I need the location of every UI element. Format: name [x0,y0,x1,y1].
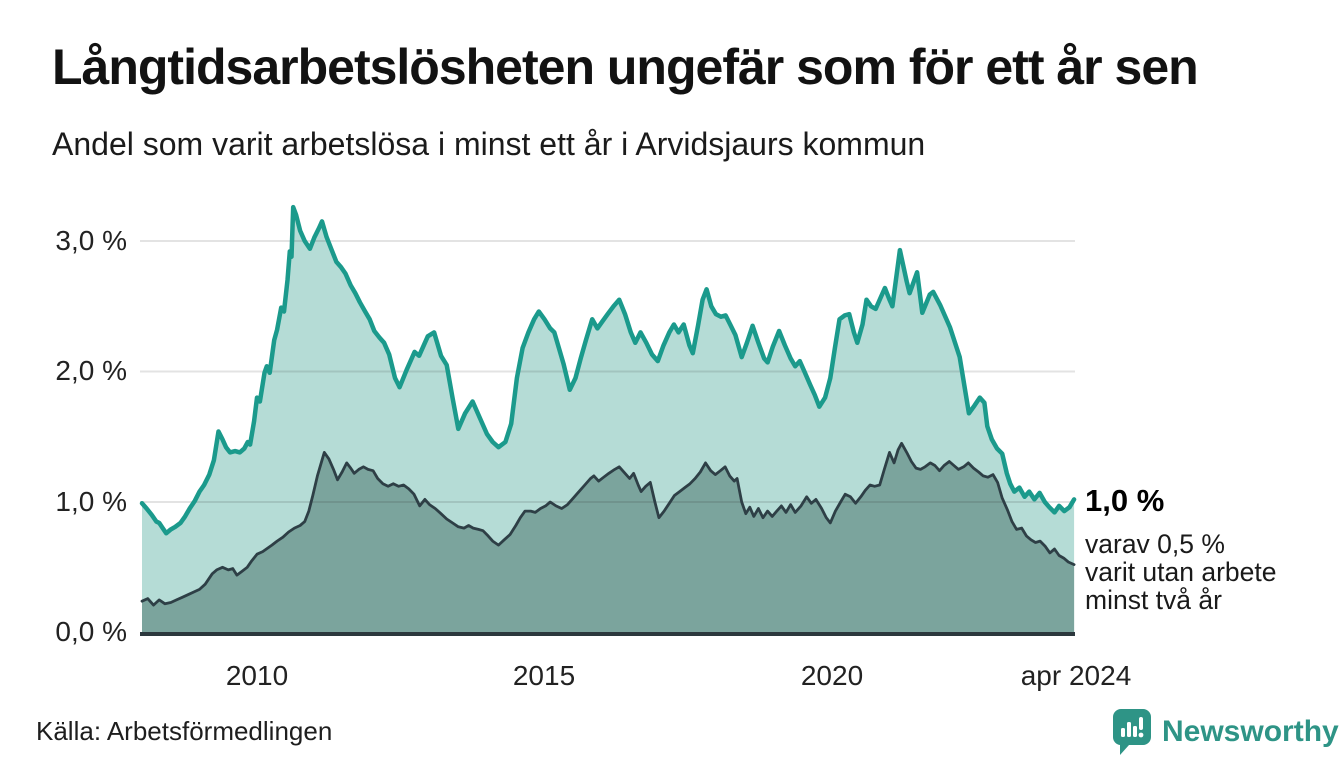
annotation-line-1: varav 0,5 % [1085,529,1225,559]
annotation-line-3: minst två år [1085,585,1222,615]
source-caption: Källa: Arbetsförmedlingen [36,716,333,746]
x-tick-2015: 2015 [512,660,576,691]
x-tick-2010: 2010 [225,660,289,691]
newsworthy-logo-text: Newsworthy [1162,715,1339,748]
page-subtitle: Andel som varit arbetslösa i minst ett å… [52,126,926,162]
y-tick-0: 0,0 % [55,616,127,647]
y-tick-3: 3,0 % [55,225,127,256]
x-tick-apr2024: apr 2024 [1020,660,1132,691]
newsworthy-logo: Newsworthy [1112,708,1339,756]
series2-area-fill [142,443,1075,633]
series2-end-annotation: varav 0,5 % varit utan arbete minst två … [1085,530,1277,614]
y-tick-2: 2,0 % [55,355,127,386]
annotation-line-2: varit utan arbete [1085,557,1277,587]
series2-line [140,441,1076,607]
newsworthy-logo-icon [1112,709,1151,755]
y-tick-1: 1,0 % [55,486,127,517]
page-title: Långtidsarbetslösheten ungefär som för e… [52,39,1199,95]
series1-line [139,204,1077,536]
series1-end-value-label: 1,0 % [1085,483,1165,518]
x-tick-2020: 2020 [800,660,864,691]
